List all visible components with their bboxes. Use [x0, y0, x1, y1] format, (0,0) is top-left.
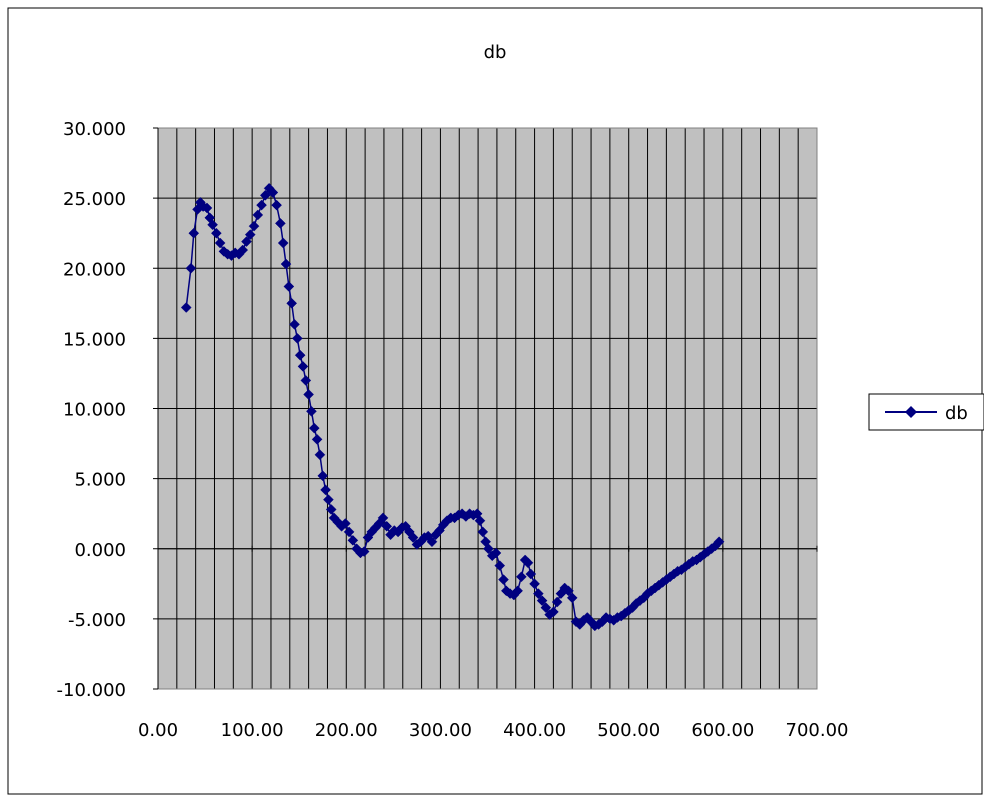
- legend-marker-db: [905, 406, 917, 418]
- data-point: [512, 585, 523, 597]
- x-tick-label: 200.00: [315, 720, 378, 741]
- y-tick-label: -5.000: [68, 610, 126, 631]
- data-point: [252, 209, 264, 221]
- data-point: [477, 526, 489, 538]
- data-point: [347, 534, 359, 546]
- data-point: [343, 526, 355, 538]
- x-tick-label: 300.00: [409, 720, 472, 741]
- data-point: [211, 227, 222, 239]
- data-point: [207, 219, 218, 231]
- data-point: [426, 536, 438, 548]
- data-point: [289, 318, 300, 330]
- data-point: [407, 532, 419, 543]
- data-point: [325, 504, 337, 515]
- data-point: [294, 349, 306, 361]
- data-point: [188, 227, 200, 239]
- data-point: [256, 199, 267, 211]
- data-point: [317, 470, 329, 482]
- x-tick-label: 0.00: [138, 720, 178, 741]
- data-point: [308, 422, 320, 434]
- data-point: [532, 588, 544, 599]
- data-point: [339, 518, 351, 529]
- data-point: [381, 520, 393, 532]
- data-point: [283, 281, 295, 292]
- y-tick-label: 15.000: [63, 329, 126, 350]
- data-point: [540, 602, 552, 614]
- data-point: [275, 218, 286, 229]
- data-point: [267, 187, 279, 198]
- data-point: [494, 560, 506, 571]
- data-point: [377, 512, 389, 524]
- data-point: [297, 361, 309, 372]
- data-point: [248, 220, 260, 232]
- data-point: [566, 592, 578, 604]
- data-point: [525, 568, 537, 580]
- data-point: [185, 262, 197, 274]
- data-point: [201, 202, 213, 214]
- x-tick-label: 100.00: [221, 720, 284, 741]
- y-tick-label: 20.000: [63, 259, 126, 280]
- x-tick-label: 700.00: [786, 720, 849, 741]
- data-point: [214, 237, 226, 249]
- data-point: [551, 596, 563, 608]
- data-point: [271, 199, 282, 211]
- data-point: [291, 333, 303, 344]
- y-tick-label: 25.000: [63, 189, 126, 210]
- y-tick-label: 30.000: [63, 119, 126, 140]
- x-tick-label: 600.00: [691, 720, 754, 741]
- x-tick-label: 400.00: [503, 720, 566, 741]
- y-tick-label: 5.000: [74, 470, 126, 491]
- data-point: [358, 546, 370, 557]
- data-point: [277, 237, 289, 249]
- y-tick-label: 0.000: [74, 540, 126, 561]
- y-tick-label: -10.000: [57, 680, 126, 701]
- data-point: [314, 449, 326, 461]
- data-point: [303, 389, 314, 400]
- data-point: [323, 494, 334, 506]
- data-point: [300, 375, 312, 386]
- data-point: [311, 434, 323, 445]
- x-tick-label: 500.00: [597, 720, 660, 741]
- data-point: [548, 606, 559, 618]
- data-point: [180, 302, 192, 313]
- y-tick-label: 10.000: [63, 400, 126, 421]
- data-point: [563, 585, 574, 597]
- data-point: [241, 236, 252, 247]
- data-point: [529, 578, 540, 590]
- data-point: [713, 536, 725, 548]
- data-point: [536, 595, 548, 606]
- data-point: [522, 557, 534, 569]
- plot-area: -10.000 -5.000 0.000 5.000 10.000 15.000 20.00…: [57, 119, 849, 741]
- data-point: [320, 484, 331, 496]
- data-point: [516, 571, 527, 583]
- data-point: [483, 543, 494, 555]
- legend-label-db: db: [945, 403, 968, 424]
- data-point: [286, 297, 298, 309]
- data-point: [490, 547, 502, 559]
- data-point: [306, 405, 317, 417]
- data-point: [280, 258, 292, 270]
- data-point: [237, 244, 249, 256]
- data-point: [474, 515, 486, 527]
- data-point: [244, 229, 256, 240]
- chart-title: db: [484, 42, 507, 63]
- legend: db: [868, 393, 984, 431]
- data-point: [498, 574, 509, 585]
